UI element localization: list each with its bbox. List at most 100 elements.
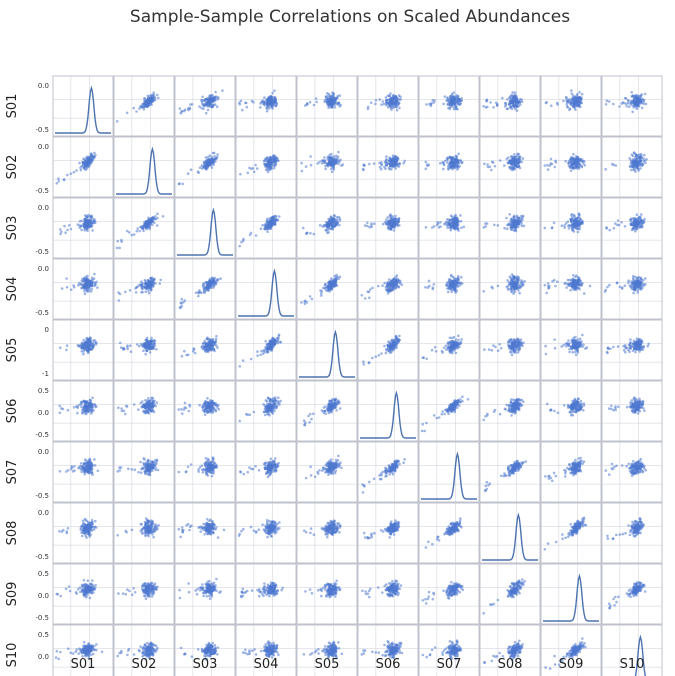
point — [576, 161, 579, 164]
point — [564, 159, 567, 163]
point — [570, 102, 573, 105]
point — [633, 288, 637, 292]
point — [455, 100, 459, 104]
point — [368, 225, 371, 229]
panel-frame — [52, 75, 114, 137]
point — [329, 284, 333, 288]
point — [492, 106, 495, 109]
point — [274, 161, 277, 165]
point — [631, 94, 634, 98]
point — [638, 164, 641, 167]
point — [323, 156, 326, 159]
point — [630, 280, 633, 283]
point — [323, 161, 327, 164]
point — [576, 93, 579, 96]
point — [386, 162, 390, 165]
point — [454, 213, 458, 217]
point — [93, 284, 96, 288]
point — [141, 227, 145, 231]
point — [213, 155, 216, 158]
point — [376, 284, 380, 288]
point — [194, 291, 198, 295]
point — [210, 166, 214, 169]
point — [179, 301, 183, 305]
point — [548, 164, 552, 167]
point — [424, 286, 427, 289]
point — [571, 279, 575, 282]
point — [392, 104, 396, 107]
panel-S02-S04 — [235, 136, 297, 198]
point — [456, 274, 460, 278]
point — [511, 280, 515, 283]
point — [495, 103, 499, 107]
point — [336, 275, 339, 279]
point — [392, 287, 396, 290]
point — [513, 158, 516, 162]
point — [639, 95, 643, 98]
point — [241, 108, 244, 112]
point — [312, 232, 316, 236]
point — [212, 160, 216, 163]
point — [324, 282, 327, 286]
point — [89, 221, 92, 224]
point — [516, 100, 519, 103]
point — [132, 106, 135, 110]
point — [441, 161, 444, 164]
point — [455, 221, 459, 224]
point — [337, 101, 341, 104]
point — [385, 222, 388, 226]
point — [77, 284, 80, 287]
point — [521, 157, 525, 160]
point — [424, 167, 428, 171]
point — [394, 167, 397, 170]
panel-S03-S01 — [52, 197, 114, 259]
point — [274, 155, 277, 159]
point — [331, 103, 334, 106]
point — [520, 100, 524, 103]
panel-frame — [113, 136, 175, 198]
point — [567, 227, 571, 230]
point — [266, 103, 270, 106]
point — [512, 229, 516, 232]
point — [435, 223, 439, 227]
point — [84, 168, 88, 171]
point — [571, 104, 575, 108]
point — [366, 107, 370, 111]
point — [445, 223, 449, 227]
chart-title: Sample-Sample Correlations on Scaled Abu… — [130, 7, 570, 27]
point — [388, 102, 392, 106]
point — [565, 102, 569, 106]
point — [443, 222, 446, 226]
point — [318, 160, 321, 164]
point — [201, 99, 204, 102]
point — [368, 162, 371, 166]
point — [69, 172, 73, 175]
panel-S04-S05 — [296, 258, 358, 320]
panel-S04-S10 — [601, 258, 663, 320]
point — [204, 156, 208, 159]
point — [269, 102, 273, 106]
point — [433, 99, 436, 102]
point — [637, 156, 641, 160]
point — [370, 223, 373, 227]
point — [510, 278, 513, 281]
point — [460, 226, 463, 230]
point — [306, 102, 309, 106]
point — [486, 105, 489, 109]
point — [369, 101, 373, 105]
point — [576, 220, 580, 223]
point — [182, 109, 186, 113]
panel-S03-S08 — [479, 197, 541, 259]
point — [396, 222, 400, 226]
panel-S02-S06 — [357, 136, 419, 198]
point — [118, 246, 121, 250]
point — [145, 287, 149, 290]
point — [510, 160, 513, 163]
point — [612, 163, 615, 167]
point — [606, 285, 609, 289]
point — [462, 225, 466, 229]
point — [581, 222, 585, 225]
point — [389, 213, 392, 216]
point — [451, 275, 455, 279]
point — [448, 278, 452, 281]
